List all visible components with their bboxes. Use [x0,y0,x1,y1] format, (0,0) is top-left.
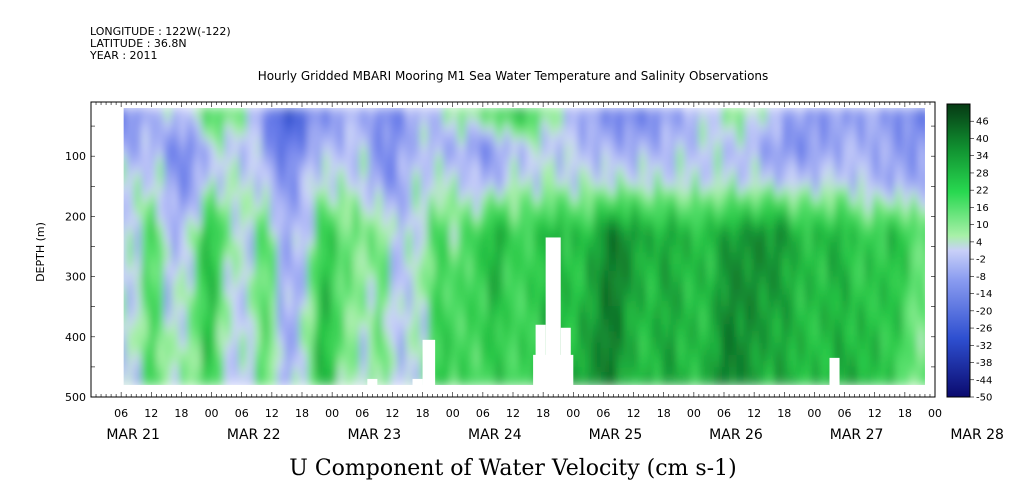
x-tick-label: 00 [566,407,580,420]
x-tick-label: 06 [476,407,490,420]
year-label: YEAR : 2011 [89,49,158,62]
x-tick-label: 12 [627,407,641,420]
colorbar-label: 34 [976,151,989,162]
x-tick-label: 12 [506,407,520,420]
colorbar [946,103,971,398]
x-tick-label: 12 [385,407,399,420]
x-tick-label: 18 [777,407,791,420]
colorbar-label: -50 [976,393,992,404]
colorbar-label: 40 [976,134,989,145]
day-label: MAR 21 [106,427,160,443]
day-label: MAR 26 [709,427,763,443]
x-tick-label: 06 [596,407,610,420]
colorbar-label: -2 [976,255,986,266]
y-axis-label: DEPTH (m) [34,222,47,282]
x-tick-label: 18 [416,407,430,420]
day-label: MAR 23 [347,427,401,443]
x-tick-label: 00 [205,407,219,420]
latitude-label: LATITUDE : 36.8N [90,37,187,50]
y-tick-label: 100 [65,150,86,163]
y-tick-label: 500 [65,391,86,404]
x-tick-label: 18 [295,407,309,420]
x-axis-label: U Component of Water Velocity (cm s-1) [289,456,736,481]
day-label: MAR 24 [468,427,522,443]
x-tick-label: 12 [144,407,158,420]
day-label: MAR 27 [830,427,884,443]
heatmap-field [91,102,935,397]
x-tick-label: 18 [536,407,550,420]
colorbar-label: 22 [976,186,989,197]
day-label: MAR 22 [227,427,281,443]
x-tick-label: 06 [838,407,852,420]
x-tick-label: 00 [325,407,339,420]
colorbar-labels: 46 40 34 28 22 16 10 4 -2 -8 -14 -20 -26 -32 -38 -44 -50 [970,117,992,404]
day-label: MAR 28 [950,427,1004,443]
x-tick-label: 00 [928,407,942,420]
x-tick-label: 00 [807,407,821,420]
y-tick-label: 400 [65,331,86,344]
x-axis: 06 12 18 00 06 12 18 00 06 12 18 00 06 12 18 00 06 12 18 00… [90,102,1004,443]
x-tick-label: 18 [174,407,188,420]
x-tick-label: 18 [657,407,671,420]
x-tick-label: 18 [898,407,912,420]
x-tick-label: 00 [446,407,460,420]
y-tick-label: 300 [65,271,86,284]
y-axis: 100 200 300 400 500 [65,125,935,404]
x-tick-label: 06 [114,407,128,420]
colorbar-label: 28 [976,168,989,179]
x-tick-label: 12 [747,407,761,420]
longitude-label: LONGITUDE : 122W(-122) [90,25,231,38]
x-tick-label: 00 [687,407,701,420]
colorbar-label: -38 [976,358,992,369]
x-tick-label: 12 [868,407,882,420]
x-tick-label: 12 [265,407,279,420]
x-tick-label: 06 [717,407,731,420]
colorbar-label: 4 [976,237,982,248]
colorbar-label: -26 [976,324,992,335]
colorbar-label: -8 [976,272,986,283]
x-tick-label: 06 [235,407,249,420]
colorbar-label: 16 [976,203,989,214]
colorbar-label: 10 [976,220,989,231]
colorbar-label: -20 [976,306,992,317]
colorbar-label: 46 [976,117,989,128]
chart-title: Hourly Gridded MBARI Mooring M1 Sea Wate… [258,69,769,83]
x-tick-label: 06 [355,407,369,420]
colorbar-label: -14 [976,289,992,300]
colorbar-label: -44 [976,375,992,386]
y-tick-label: 200 [65,210,86,223]
day-label: MAR 25 [589,427,643,443]
colorbar-label: -32 [976,341,992,352]
